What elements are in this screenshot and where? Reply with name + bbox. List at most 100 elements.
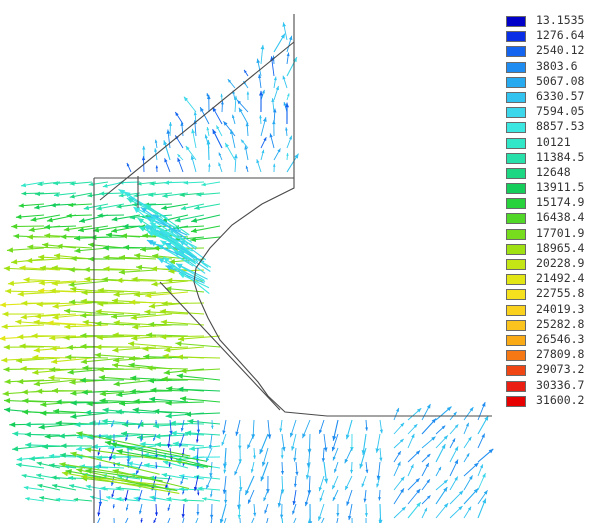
vector-arrowhead (261, 461, 266, 467)
vector-arrowhead (454, 476, 458, 481)
vector-arrowhead (166, 129, 171, 134)
vector-arrowhead (273, 108, 277, 113)
vector-arrowhead (483, 490, 488, 495)
vector-arrowhead (193, 486, 198, 492)
vector-arrowhead (65, 469, 72, 475)
vector-arrowhead (168, 268, 175, 274)
vector-arrowhead (202, 497, 207, 501)
vector-arrowhead (413, 424, 418, 428)
vector-arrowhead (101, 418, 108, 425)
vector-arrowhead (264, 510, 268, 514)
legend-row: 7594.05 (506, 104, 611, 119)
vector-arrowhead (210, 494, 213, 498)
vector-arrowhead (90, 234, 97, 241)
vector-arrowhead (468, 475, 473, 480)
vector-arrowhead (286, 152, 289, 156)
vector-arrowhead (69, 484, 75, 489)
vector-arrowhead (144, 462, 150, 468)
vector-arrowhead (142, 233, 148, 239)
vector-arrow (210, 517, 213, 523)
legend-row: 26546.3 (506, 332, 611, 347)
vector-arrow (148, 398, 189, 403)
vector-arrowhead (365, 469, 369, 474)
vector-arrowhead (101, 276, 108, 283)
vector-arrowhead (271, 98, 275, 103)
legend-row: 1276.64 (506, 28, 611, 43)
vector-arrowhead (157, 258, 165, 264)
legend-label: 17701.9 (536, 225, 585, 240)
vector-arrowhead (426, 479, 430, 484)
vector-arrow (160, 335, 205, 338)
vector-arrowhead (38, 254, 45, 260)
vector-arrowhead (111, 216, 118, 222)
vector-arrowhead (118, 269, 126, 275)
vector-arrow (83, 268, 125, 271)
vector-arrow (128, 357, 173, 360)
vector-arrow (159, 310, 205, 315)
vector-arrowhead (222, 430, 226, 435)
legend-swatch (506, 137, 526, 149)
vector-arrowhead (400, 476, 405, 481)
vector-arrowhead (410, 464, 414, 469)
vector-arrowhead (111, 227, 118, 233)
vector-arrowhead (177, 336, 185, 342)
legend-label: 2540.12 (536, 43, 585, 58)
vector-arrowhead (74, 247, 81, 254)
legend-label: 22755.8 (536, 286, 585, 301)
vector-arrowhead (359, 463, 364, 469)
vector-arrowhead (21, 191, 27, 196)
vector-arrowhead (109, 454, 116, 460)
vector-arrow (177, 388, 221, 392)
vector-arrowhead (245, 165, 249, 169)
vector-arrowhead (253, 455, 257, 459)
vector-arrowhead (379, 457, 383, 462)
vector-arrowhead (224, 499, 228, 504)
vector-arrowhead (416, 502, 421, 507)
color-legend: 13.1535 1276.64 2540.12 3803.6 5067.08 6330.5… (506, 13, 611, 408)
vector-arrowhead (137, 181, 142, 186)
legend-row: 27809.8 (506, 347, 611, 362)
vector-arrowhead (281, 446, 286, 452)
vector-arrowhead (481, 402, 486, 407)
vector-arrowhead (133, 496, 139, 501)
vector-arrowhead (24, 431, 31, 438)
vector-arrowhead (80, 343, 87, 350)
vector-arrowhead (164, 158, 168, 163)
vector-arrowhead (140, 207, 148, 213)
vector-arrowhead (44, 233, 51, 239)
vector-arrowhead (305, 475, 310, 480)
vector-arrowhead (70, 451, 77, 457)
vector-arrowhead (206, 126, 210, 131)
vector-arrowhead (233, 95, 238, 100)
vector-arrowhead (220, 93, 223, 97)
vector-arrow (195, 517, 199, 523)
vector-arrow (5, 290, 45, 293)
vector-arrowhead (53, 181, 59, 186)
model-outline (93, 14, 492, 523)
vector-arrowhead (0, 335, 6, 342)
vector-arrow (145, 224, 179, 242)
vector-arrowhead (245, 122, 249, 127)
vector-arrowhead (151, 266, 158, 272)
vector-arrowhead (234, 471, 238, 476)
vector-arrow (251, 517, 255, 523)
vector-arrowhead (3, 366, 10, 373)
vector-arrowhead (87, 193, 93, 198)
vector-arrowhead (76, 467, 83, 474)
vector-arrowhead (161, 472, 168, 478)
vector-arrowhead (209, 473, 213, 478)
vector-arrowhead (126, 421, 129, 425)
vector-arrowhead (259, 449, 264, 455)
vector-arrowhead (73, 497, 79, 502)
vector-arrowhead (479, 464, 483, 469)
vector-arrowhead (180, 368, 187, 374)
legend-label: 3803.6 (536, 58, 578, 73)
vector-arrow (293, 517, 297, 523)
vector-arrowhead (21, 389, 28, 395)
vector-arrowhead (182, 463, 185, 467)
vector-arrowhead (74, 421, 81, 428)
vector-arrowhead (95, 308, 102, 315)
vector-arrowhead (153, 520, 156, 523)
vector-arrowhead (81, 389, 88, 395)
vector-arrowhead (279, 514, 284, 519)
